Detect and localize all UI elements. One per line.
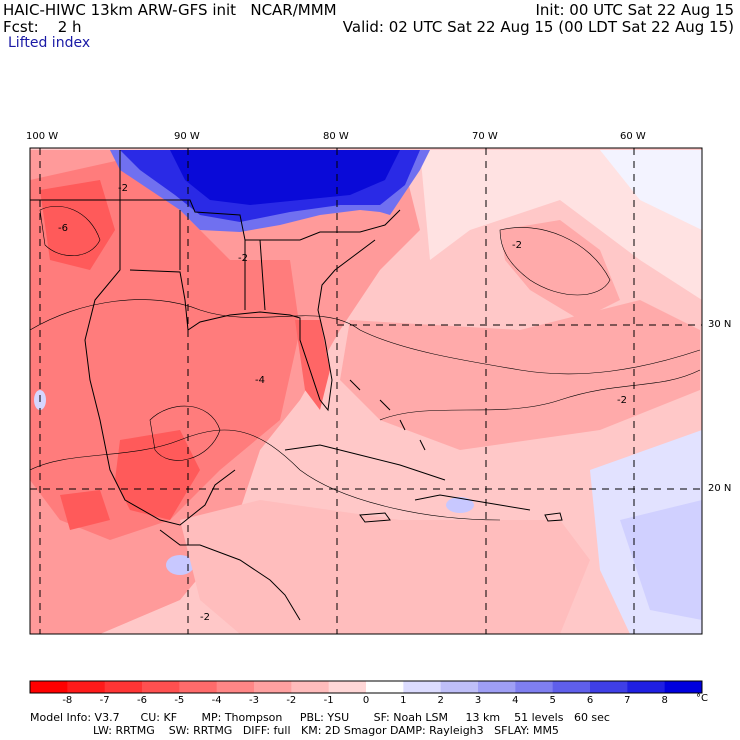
colorbar-swatch <box>664 681 703 693</box>
contour-lines <box>30 206 701 521</box>
lon-label: 90 W <box>174 131 200 142</box>
model-info-line2: LW: RRTMG SW: RRTMG DIFF: full KM: 2D Sm… <box>30 724 559 737</box>
colorbar-tick-label: -2 <box>286 695 297 706</box>
colorbar-swatch <box>216 681 255 693</box>
colorbar-unit: °C <box>696 693 708 704</box>
lon-label: 80 W <box>323 131 349 142</box>
colorbar-swatch <box>440 681 479 693</box>
lat-label: 20 N <box>708 483 732 494</box>
colorbar-swatch <box>179 681 218 693</box>
contour-label: -2 <box>617 395 627 406</box>
lon-label: 100 W <box>26 131 59 142</box>
model-title: HAIC-HIWC 13km ARW-GFS init NCAR/MMM <box>3 1 337 19</box>
colorbar-swatch <box>478 681 516 693</box>
colorbar-swatch <box>366 681 404 693</box>
colorbar-swatch <box>515 681 554 693</box>
colorbar-swatch <box>552 681 591 693</box>
contour-label: -2 <box>238 253 248 264</box>
colorbar-tick-label: 0 <box>362 695 370 706</box>
colorbar-swatch <box>403 681 442 693</box>
colorbar-tick-label: 1 <box>400 695 407 706</box>
lon-label: 60 W <box>620 131 646 142</box>
colorbar-tick-label: -8 <box>62 695 73 706</box>
colorbar-tick-label: -6 <box>137 695 147 706</box>
colorbar-swatch <box>142 681 180 693</box>
colorbar-tick-label: -5 <box>174 695 185 706</box>
contour-label: -2 <box>200 612 210 623</box>
contour-label: -6 <box>58 223 68 234</box>
colorbar-tick-label: 4 <box>512 695 519 706</box>
contour-label: -2 <box>512 240 522 251</box>
map-frame <box>29 147 703 635</box>
valid-time: Valid: 02 UTC Sat 22 Aug 15 (00 LDT Sat … <box>342 18 734 36</box>
colorbar-tick-label: -7 <box>99 695 110 706</box>
lat-lon-grid <box>30 148 702 634</box>
colorbar-tick-label: 8 <box>661 695 668 706</box>
colorbar-swatch <box>254 681 292 693</box>
colorbar-swatch <box>30 681 68 693</box>
colorbar-swatch <box>291 681 330 693</box>
coastlines <box>30 150 563 621</box>
field-name: Lifted index <box>8 35 91 51</box>
colorbar-tick-label: -1 <box>323 695 334 706</box>
forecast-hour: Fcst: 2 h <box>3 18 82 36</box>
colorbar-swatch <box>627 681 666 693</box>
colorbar-swatch <box>67 681 106 693</box>
colorbar <box>29 680 703 694</box>
colorbar-tick-label: 5 <box>549 695 556 706</box>
colorbar-tick-label: -3 <box>249 695 259 706</box>
colorbar-tick-label: 7 <box>624 695 631 706</box>
colorbar-swatch <box>590 681 628 693</box>
lat-label: 30 N <box>708 319 732 330</box>
colorbar-tick-label: 2 <box>437 695 444 706</box>
colorbar-tick-label: -4 <box>211 695 222 706</box>
colorbar-swatch <box>328 681 367 693</box>
model-info-line1: Model Info: V3.7 CU: KF MP: Thompson PBL… <box>30 711 610 724</box>
colorbar-tick-label: 3 <box>474 695 482 706</box>
contour-label: -2 <box>118 183 128 194</box>
colorbar-tick-label: 6 <box>586 695 594 706</box>
lon-label: 70 W <box>472 131 498 142</box>
contour-label: -4 <box>255 375 265 386</box>
init-time: Init: 00 UTC Sat 22 Aug 15 <box>535 1 734 19</box>
colorbar-swatch <box>104 681 143 693</box>
